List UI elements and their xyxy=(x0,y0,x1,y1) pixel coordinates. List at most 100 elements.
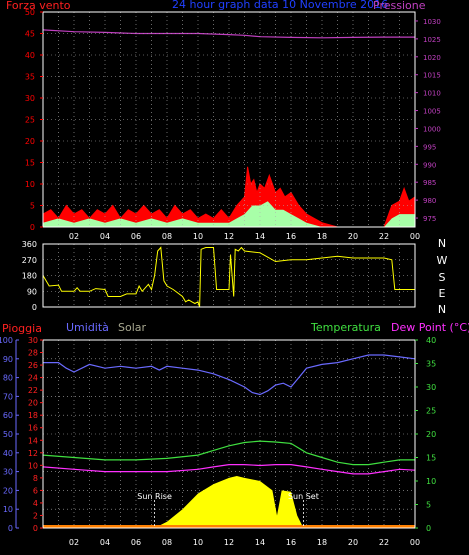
temperature-tick-label: 30 xyxy=(426,383,436,392)
x-tick-label: 08 xyxy=(162,232,172,241)
dew-point-legend-label: Dew Point (°C) xyxy=(391,321,469,334)
humidity-tick-label: 40 xyxy=(3,449,13,458)
rain-tick-label: 14 xyxy=(28,436,38,445)
temperature-tick-label: 10 xyxy=(426,477,436,486)
x-tick-label: 22 xyxy=(379,232,389,241)
chart-title: 24 hour graph data 10 Novembre 2016 xyxy=(172,0,388,11)
x-tick-label: 18 xyxy=(317,538,327,547)
y-right-tick-label: 1000 xyxy=(423,125,441,133)
y-left-tick-label: 20 xyxy=(25,137,35,146)
pressure-line xyxy=(42,29,415,39)
humidity-legend-label: Umidità xyxy=(66,321,109,334)
x-tick-label: 08 xyxy=(162,538,172,547)
x-tick-label: 04 xyxy=(100,232,110,241)
y-left-tick-label: 40 xyxy=(25,51,35,60)
x-tick-label: 02 xyxy=(69,232,79,241)
x-tick-label: 14 xyxy=(255,232,265,241)
y-left-tick-label: 50 xyxy=(25,8,35,17)
y-right-tick-label: 985 xyxy=(423,179,436,187)
humidity-tick-label: 10 xyxy=(3,505,13,514)
x-tick-label: 10 xyxy=(193,232,203,241)
y-right-tick-label: 1015 xyxy=(423,72,441,80)
wind-speed-line xyxy=(42,166,416,228)
x-tick-label: 22 xyxy=(379,538,389,547)
y-right-tick-label: 1030 xyxy=(423,18,441,26)
y-left-tick-label: 270 xyxy=(22,256,37,265)
y-right-tick-label: 975 xyxy=(423,215,436,223)
rain-tick-label: 26 xyxy=(28,361,38,370)
rain-baseline xyxy=(43,525,415,528)
y-right-tick-label: 1010 xyxy=(423,90,441,98)
y-left-tick-label: 30 xyxy=(25,94,35,103)
humidity-tick-label: 60 xyxy=(3,411,13,420)
temperature-tick-label: 40 xyxy=(426,336,436,345)
humidity-tick-label: 50 xyxy=(3,430,13,439)
y-right-tick-label: 1020 xyxy=(423,54,441,62)
rain-legend-label: Pioggia xyxy=(2,322,42,335)
humidity-line xyxy=(43,354,416,396)
x-tick-label: 12 xyxy=(224,538,234,547)
y-left-tick-label: 15 xyxy=(25,159,35,168)
rain-tick-label: 30 xyxy=(28,336,38,345)
humidity-tick-label: 90 xyxy=(3,355,13,364)
temperature-tick-label: 25 xyxy=(426,407,436,416)
humidity-tick-label: 0 xyxy=(8,524,13,533)
x-tick-label: 04 xyxy=(100,538,110,547)
humidity-tick-label: 30 xyxy=(3,468,13,477)
compass-label: S xyxy=(439,271,446,284)
humidity-tick-label: 80 xyxy=(3,374,13,383)
y-left-tick-label: 35 xyxy=(25,73,35,82)
rain-tick-label: 16 xyxy=(28,424,38,433)
humidity-temperature-panel: Sun Rise Sun Set0102030405060708090100024… xyxy=(0,336,436,547)
temperature-line xyxy=(42,440,415,466)
compass-label: W xyxy=(437,254,448,267)
rain-tick-label: 10 xyxy=(28,461,38,470)
rain-tick-label: 8 xyxy=(33,474,38,483)
wind-gust-area xyxy=(43,201,415,227)
pressure-axis-label: Pressione xyxy=(373,0,426,12)
x-tick-label: 16 xyxy=(286,232,296,241)
rain-tick-label: 6 xyxy=(33,486,38,495)
x-tick-label: 10 xyxy=(193,538,203,547)
x-tick-label: 20 xyxy=(348,232,358,241)
y-left-tick-label: 25 xyxy=(25,116,35,125)
wind-direction-frame xyxy=(42,243,416,308)
sun-annotation-label: Sun Rise xyxy=(137,492,172,501)
x-tick-label: 18 xyxy=(317,232,327,241)
y-right-tick-label: 995 xyxy=(423,143,436,151)
y-left-tick-label: 0 xyxy=(32,303,37,312)
wind-pressure-panel: 0510152025303540455097598098599099510001… xyxy=(25,8,441,241)
wind-direction-line xyxy=(42,246,415,308)
rain-tick-label: 28 xyxy=(28,349,38,358)
y-left-tick-label: 10 xyxy=(25,180,35,189)
temperature-legend-label: Temperatura xyxy=(310,321,381,334)
solar-area xyxy=(154,476,304,528)
rain-tick-label: 12 xyxy=(28,449,38,458)
humidity-tick-label: 100 xyxy=(0,336,13,345)
rain-tick-label: 20 xyxy=(28,399,38,408)
rain-tick-label: 22 xyxy=(28,386,38,395)
wind-speed-area xyxy=(43,166,415,227)
temperature-tick-label: 5 xyxy=(426,501,431,510)
y-right-tick-label: 1025 xyxy=(423,36,441,44)
temperature-tick-label: 15 xyxy=(426,454,436,463)
x-tick-label: 02 xyxy=(69,538,79,547)
rain-tick-label: 2 xyxy=(33,511,38,520)
x-tick-label: 20 xyxy=(348,538,358,547)
x-tick-label: 06 xyxy=(131,538,141,547)
compass-label: E xyxy=(439,287,446,300)
y-left-tick-label: 45 xyxy=(25,30,35,39)
rain-tick-label: 18 xyxy=(28,411,38,420)
rain-tick-label: 0 xyxy=(33,524,38,533)
compass-label: N xyxy=(438,237,446,250)
humidity-tick-label: 20 xyxy=(3,486,13,495)
humidity-tick-label: 70 xyxy=(3,392,13,401)
x-tick-label: 06 xyxy=(131,232,141,241)
y-left-tick-label: 0 xyxy=(30,223,35,232)
y-right-tick-label: 990 xyxy=(423,161,436,169)
compass-label: N xyxy=(438,303,446,316)
x-tick-label: 00 xyxy=(410,538,420,547)
y-right-tick-label: 980 xyxy=(423,197,436,205)
